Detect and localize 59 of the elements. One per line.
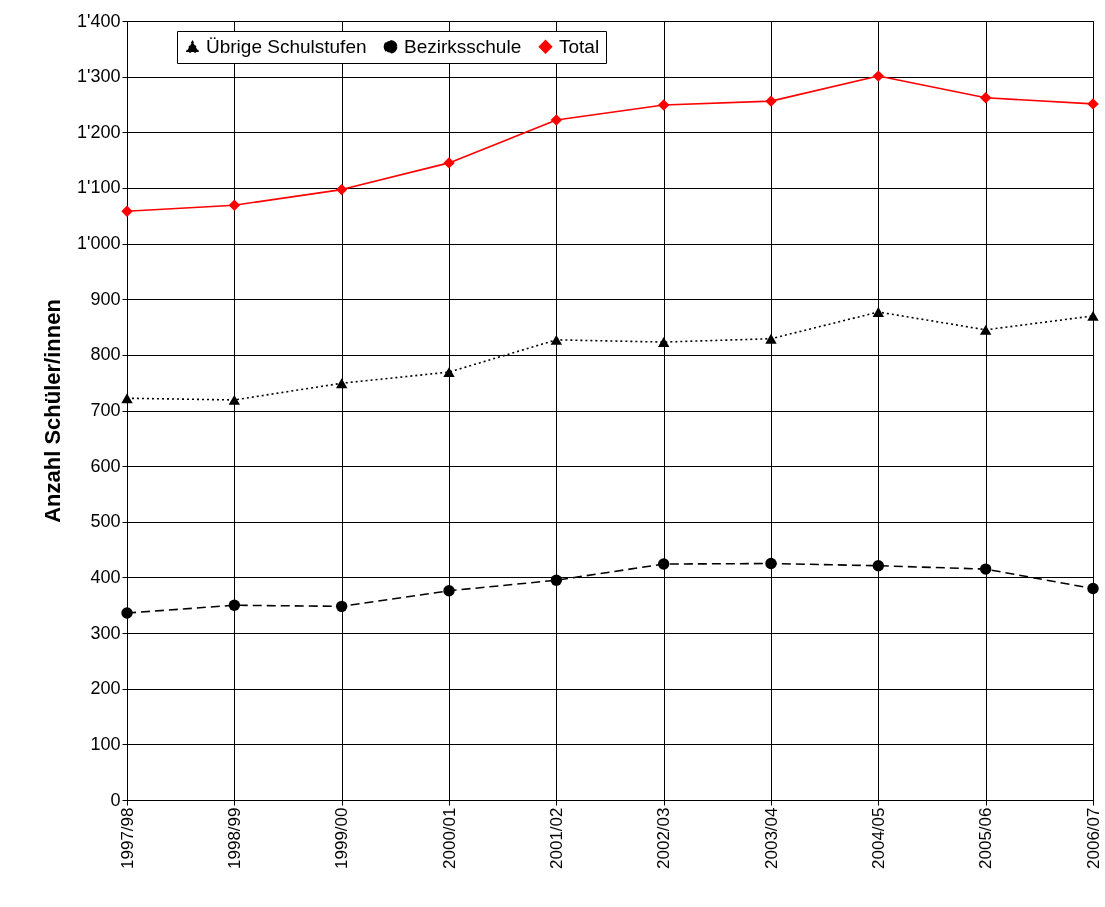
point [443,367,455,378]
y-tick-label: 1'100 [77,177,121,198]
x-tick-label: 1998/99 [224,807,244,869]
point [550,574,563,586]
point [979,92,992,104]
y-tick-label: 400 [90,566,121,587]
x-tick-label: 2006/07 [1083,807,1103,869]
x-tick-label: 2002/03 [654,807,674,869]
y-tick-label: 100 [90,733,121,754]
point [872,70,885,82]
y-tick-label: 700 [90,400,121,420]
x-tick-label: 1997/98 [117,807,137,869]
x-tick-label: 2005/06 [976,807,996,869]
point [228,199,241,211]
y-tick-label: 1'300 [77,66,121,87]
point [657,558,670,570]
x-tick-label: 2003/04 [761,807,781,869]
y-tick-label: 1'000 [77,233,121,254]
y-tick-label: 500 [90,511,121,532]
point [872,560,885,572]
point [228,599,241,611]
x-tick-label: 2004/05 [868,807,888,869]
point [765,333,777,344]
y-tick-label: 0 [110,789,121,810]
point [121,393,133,404]
y-tick-label: 200 [90,678,121,699]
y-axis-title: Anzahl Schüler/innen [40,299,66,523]
point [657,337,670,347]
point [979,324,992,335]
y-tick-label: 600 [90,455,121,476]
point [550,334,563,345]
legend-label: Bezirksschule [404,35,522,57]
point [1087,98,1099,110]
point [1087,582,1099,595]
point [443,585,455,597]
y-tick-label: 1'200 [77,121,121,142]
y-tick-label: 900 [90,288,121,309]
legend-label: Total [559,35,600,57]
y-tick-label: 300 [90,622,121,643]
legend-label: Übrige Schulstufen [206,35,367,57]
point [228,394,241,405]
y-tick-label: 800 [90,344,121,365]
point [335,600,348,613]
point [872,307,885,317]
x-tick-label: 2001/02 [546,807,566,869]
point [335,183,348,196]
x-tick-label: 1999/00 [332,807,352,869]
point [765,557,777,570]
x-tick-label: 2000/01 [439,807,459,869]
point [550,114,563,126]
point [979,563,992,575]
point [121,607,133,619]
point [121,205,133,217]
point [1087,310,1099,321]
point [657,99,670,111]
point [765,95,777,107]
point [443,157,455,169]
y-tick-label: 1'400 [77,10,121,31]
point [335,378,348,389]
